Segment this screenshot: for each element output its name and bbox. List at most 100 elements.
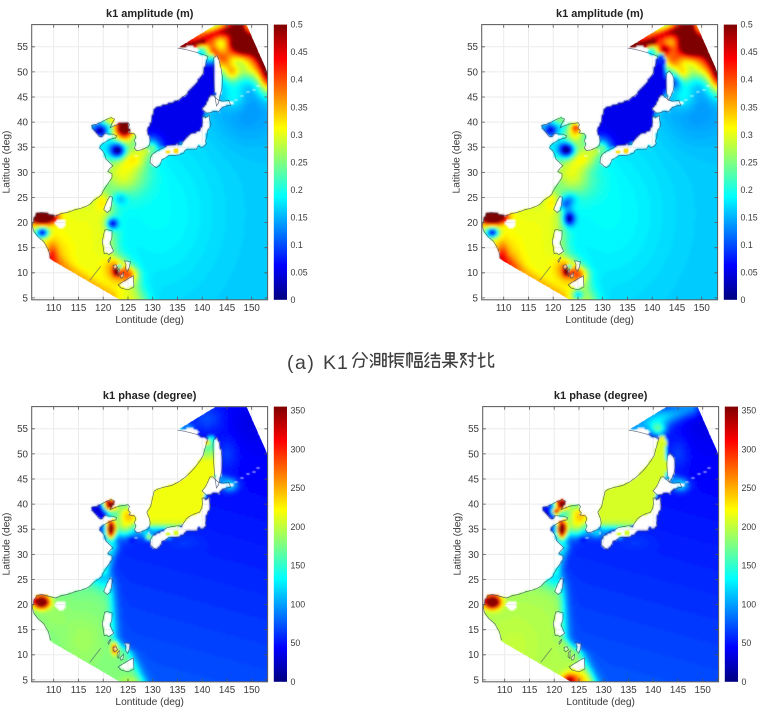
svg-text:125: 125 bbox=[571, 685, 588, 696]
svg-text:10: 10 bbox=[468, 650, 479, 661]
svg-text:110: 110 bbox=[496, 303, 512, 314]
svg-text:45: 45 bbox=[17, 92, 28, 103]
svg-text:0.15: 0.15 bbox=[291, 212, 308, 222]
svg-text:0.2: 0.2 bbox=[741, 185, 753, 195]
svg-text:0: 0 bbox=[741, 677, 746, 687]
svg-text:0.3: 0.3 bbox=[291, 130, 303, 140]
svg-text:40: 40 bbox=[468, 500, 479, 511]
svg-text:35: 35 bbox=[467, 143, 478, 154]
svg-text:50: 50 bbox=[17, 450, 28, 461]
svg-text:100: 100 bbox=[741, 600, 756, 610]
svg-text:110: 110 bbox=[46, 685, 62, 696]
svg-text:35: 35 bbox=[17, 525, 28, 536]
svg-text:110: 110 bbox=[46, 303, 62, 314]
svg-text:15: 15 bbox=[17, 243, 28, 254]
svg-text:5: 5 bbox=[473, 676, 479, 687]
svg-text:40: 40 bbox=[467, 118, 478, 129]
svg-text:0.05: 0.05 bbox=[741, 267, 758, 277]
svg-text:300: 300 bbox=[291, 445, 306, 455]
svg-text:k1 phase (degree): k1 phase (degree) bbox=[103, 390, 197, 402]
svg-text:10: 10 bbox=[17, 650, 28, 661]
svg-text:K1: K1 bbox=[323, 352, 349, 374]
svg-text:0.25: 0.25 bbox=[741, 157, 758, 167]
svg-text:10: 10 bbox=[467, 268, 478, 279]
svg-text:Latitude (deg): Latitude (deg) bbox=[2, 513, 13, 576]
svg-text:200: 200 bbox=[291, 522, 306, 532]
svg-text:Lontitude (deg): Lontitude (deg) bbox=[115, 315, 184, 326]
svg-text:Latitude (deg): Latitude (deg) bbox=[452, 131, 463, 194]
svg-text:k1 amplitude (m): k1 amplitude (m) bbox=[556, 8, 644, 20]
svg-text:0.1: 0.1 bbox=[291, 240, 303, 250]
svg-text:120: 120 bbox=[95, 303, 112, 314]
svg-text:115: 115 bbox=[521, 685, 537, 696]
svg-text:150: 150 bbox=[694, 685, 711, 696]
svg-text:50: 50 bbox=[741, 638, 751, 648]
svg-text:145: 145 bbox=[669, 303, 686, 314]
svg-text:250: 250 bbox=[291, 483, 306, 493]
svg-text:0.3: 0.3 bbox=[741, 130, 753, 140]
svg-text:150: 150 bbox=[244, 303, 261, 314]
svg-text:115: 115 bbox=[71, 303, 87, 314]
svg-text:300: 300 bbox=[741, 445, 756, 455]
svg-text:(a): (a) bbox=[287, 352, 315, 374]
svg-text:30: 30 bbox=[467, 168, 478, 179]
svg-text:55: 55 bbox=[17, 42, 28, 53]
svg-text:100: 100 bbox=[291, 600, 306, 610]
svg-text:130: 130 bbox=[595, 303, 612, 314]
svg-text:350: 350 bbox=[291, 406, 306, 416]
svg-text:140: 140 bbox=[194, 303, 211, 314]
svg-text:10: 10 bbox=[17, 268, 28, 279]
svg-text:Lontitude (deg): Lontitude (deg) bbox=[566, 315, 635, 326]
svg-text:135: 135 bbox=[620, 303, 637, 314]
svg-text:350: 350 bbox=[741, 406, 756, 416]
svg-text:115: 115 bbox=[521, 303, 537, 314]
svg-text:20: 20 bbox=[467, 218, 478, 229]
svg-text:0.4: 0.4 bbox=[741, 75, 753, 85]
svg-text:0.4: 0.4 bbox=[291, 75, 303, 85]
svg-text:45: 45 bbox=[468, 475, 479, 486]
svg-text:0.35: 0.35 bbox=[741, 102, 758, 112]
svg-text:30: 30 bbox=[17, 168, 28, 179]
svg-text:150: 150 bbox=[244, 685, 261, 696]
svg-text:200: 200 bbox=[741, 522, 756, 532]
svg-text:Latitude (deg): Latitude (deg) bbox=[452, 513, 463, 576]
svg-text:115: 115 bbox=[71, 685, 87, 696]
svg-text:135: 135 bbox=[169, 303, 186, 314]
svg-text:120: 120 bbox=[546, 685, 563, 696]
svg-text:25: 25 bbox=[467, 193, 478, 204]
svg-text:25: 25 bbox=[468, 575, 479, 586]
svg-text:5: 5 bbox=[23, 293, 29, 304]
svg-text:45: 45 bbox=[467, 92, 478, 103]
svg-text:50: 50 bbox=[17, 67, 28, 78]
svg-text:0.05: 0.05 bbox=[291, 267, 308, 277]
svg-text:125: 125 bbox=[570, 303, 587, 314]
svg-text:k1 phase (degree): k1 phase (degree) bbox=[554, 390, 648, 402]
svg-text:140: 140 bbox=[645, 685, 662, 696]
svg-text:120: 120 bbox=[95, 685, 112, 696]
svg-text:0.25: 0.25 bbox=[291, 157, 308, 167]
svg-text:130: 130 bbox=[145, 303, 162, 314]
svg-text:Lontitude (deg): Lontitude (deg) bbox=[116, 697, 185, 708]
svg-text:5: 5 bbox=[473, 293, 479, 304]
svg-text:110: 110 bbox=[497, 685, 513, 696]
svg-text:30: 30 bbox=[17, 550, 28, 561]
svg-text:150: 150 bbox=[741, 561, 756, 571]
svg-text:45: 45 bbox=[17, 475, 28, 486]
svg-text:40: 40 bbox=[17, 500, 28, 511]
svg-text:0.35: 0.35 bbox=[291, 102, 308, 112]
svg-text:Latitude (deg): Latitude (deg) bbox=[2, 131, 13, 194]
svg-text:0.2: 0.2 bbox=[291, 185, 303, 195]
svg-text:k1 amplitude (m): k1 amplitude (m) bbox=[106, 8, 194, 20]
svg-text:0.1: 0.1 bbox=[741, 240, 753, 250]
svg-text:145: 145 bbox=[219, 303, 236, 314]
svg-text:0.45: 0.45 bbox=[291, 47, 308, 57]
svg-text:30: 30 bbox=[468, 550, 479, 561]
svg-text:20: 20 bbox=[468, 600, 479, 611]
svg-text:150: 150 bbox=[291, 561, 306, 571]
svg-text:135: 135 bbox=[620, 685, 637, 696]
svg-text:0: 0 bbox=[741, 295, 746, 305]
svg-text:140: 140 bbox=[644, 303, 661, 314]
svg-text:0.45: 0.45 bbox=[741, 47, 758, 57]
svg-text:25: 25 bbox=[17, 575, 28, 586]
svg-text:15: 15 bbox=[467, 243, 478, 254]
